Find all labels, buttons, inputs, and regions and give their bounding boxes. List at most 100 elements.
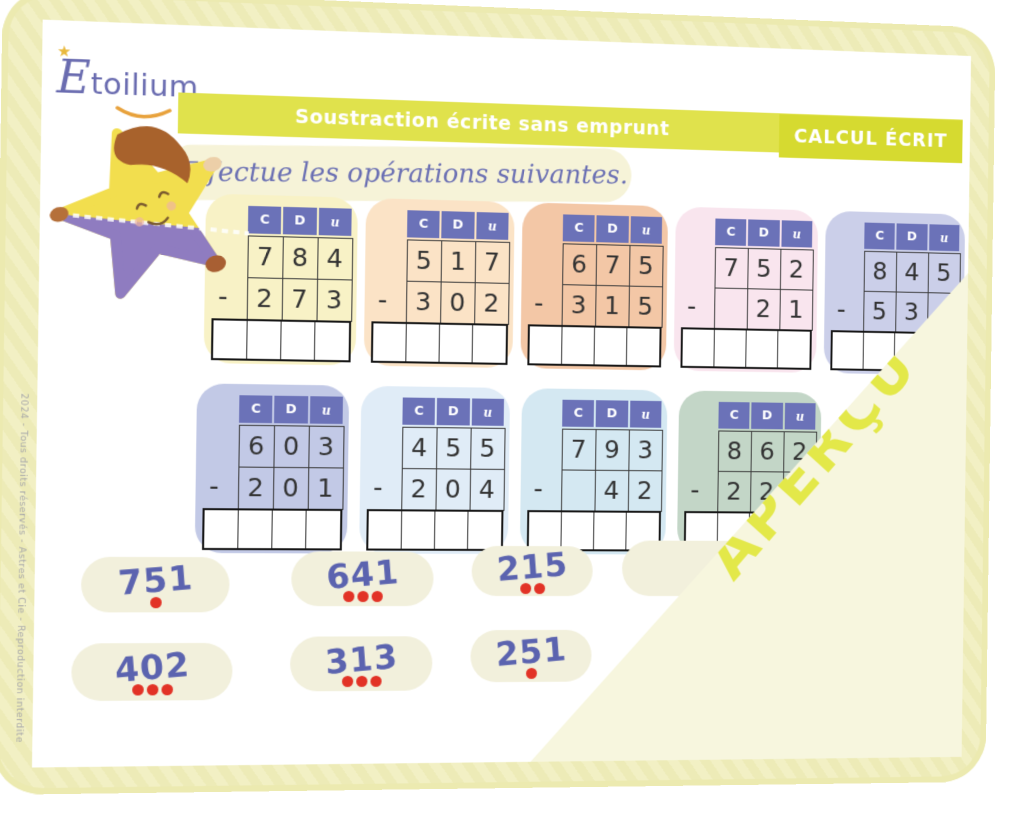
digit-cell: 3 [627, 428, 663, 471]
header-d: D [595, 400, 628, 428]
digit-cell: 6 [750, 430, 785, 472]
answer-cell [746, 330, 779, 368]
answer-cell [528, 512, 562, 550]
digit-cell: 6 [561, 242, 597, 286]
digit-cell: 0 [434, 467, 471, 511]
digit-cell: 2 [400, 467, 437, 511]
digit-cell: 1 [594, 284, 630, 327]
header-u: u [928, 224, 960, 252]
answer-row [366, 509, 504, 551]
digit-cell: 1 [778, 288, 813, 331]
column-headers: C D u [562, 214, 663, 244]
digit-cell: 2 [627, 469, 663, 512]
header-d: D [896, 223, 928, 251]
subtraction-card-2: C D u - 5 1 7 3 0 2 [363, 197, 515, 369]
digit-cell: 9 [594, 428, 630, 471]
subtraction-card-7: C D u - 4 5 5 2 0 4 [359, 385, 511, 555]
digit-cell: 5 [627, 285, 663, 328]
header-c: C [562, 399, 595, 428]
header-u: u [309, 396, 343, 424]
header-u: u [629, 400, 662, 428]
answer-pill: 313 [289, 636, 433, 692]
header-u: u [630, 216, 663, 244]
answer-cell [272, 510, 307, 549]
column-headers: C D u [407, 210, 509, 240]
answer-cell [626, 328, 660, 366]
digit-cell: 5 [469, 427, 506, 470]
worksheet-page: ★ Etoilium Soustraction écrite sans empr… [31, 19, 972, 768]
column-headers: C D u [718, 401, 816, 430]
worksheet-title: Soustraction écrite sans emprunt [294, 105, 670, 141]
digit-cell: 5 [862, 290, 897, 332]
digit-grid: 7 8 4 2 7 3 [246, 234, 353, 322]
answer-value: 641 [324, 551, 401, 598]
answer-pill: 251 [470, 629, 592, 683]
yellow-backing-card: ★ Etoilium Soustraction écrite sans empr… [0, 0, 996, 795]
problems-row-2: C D u - 6 0 3 2 0 1 [194, 383, 822, 555]
answer-value: 402 [113, 643, 192, 691]
digit-cell: 7 [474, 240, 510, 284]
answer-cell [314, 322, 350, 361]
answer-row [680, 327, 812, 370]
digit-cell: 7 [561, 428, 597, 471]
minus-sign: - [208, 471, 220, 503]
digit-grid: 6 0 3 2 0 1 [237, 424, 345, 510]
header-c: C [864, 222, 896, 250]
digit-cell: 5 [405, 238, 442, 282]
digit-grid: 5 1 7 3 0 2 [405, 238, 510, 325]
answer-row [202, 508, 343, 551]
minus-sign: - [836, 295, 846, 325]
header-c: C [247, 205, 282, 235]
answer-cell [832, 332, 865, 369]
answer-cell [406, 324, 441, 362]
digit-cell: 3 [561, 283, 597, 327]
answer-cell [281, 321, 316, 360]
answer-pill: 641 [290, 551, 434, 607]
answer-cell [562, 326, 596, 365]
answer-value: 751 [116, 557, 195, 604]
answer-cell [593, 512, 627, 550]
header-u: u [475, 212, 509, 240]
star-icon: ★ [56, 41, 72, 61]
digit-cell: 5 [927, 251, 961, 294]
digit-cell: 4 [895, 251, 929, 293]
digit-cell: 2 [237, 466, 274, 510]
header-c: C [562, 214, 595, 243]
minus-sign: - [686, 291, 697, 322]
digit-grid: 4 5 5 2 0 4 [400, 426, 506, 511]
answer-cell [594, 327, 628, 365]
minus-sign: - [533, 474, 544, 505]
minus-sign: - [372, 472, 383, 504]
digit-cell: 1 [307, 466, 344, 510]
digit-cell: 6 [237, 424, 275, 468]
digit-cell: 0 [272, 424, 310, 468]
digit-cell: 5 [746, 247, 781, 290]
header-d: D [283, 206, 317, 236]
digit-cell: 0 [272, 466, 309, 510]
answer-cell [439, 324, 474, 363]
digit-cell: 7 [714, 246, 749, 289]
digit-cell: 5 [435, 426, 472, 470]
subtraction-card-8: C D u - 7 9 3 4 2 [519, 388, 668, 555]
digit-cell: 4 [316, 236, 353, 280]
header-u: u [318, 207, 352, 236]
answer-cell [682, 329, 715, 367]
column-headers: C D u [402, 397, 504, 426]
header-u: u [471, 398, 504, 426]
header-c: C [402, 397, 436, 426]
digit-cell: 7 [246, 234, 284, 279]
answer-cell [777, 331, 810, 368]
header-d: D [441, 211, 475, 240]
digit-cell: 2 [473, 281, 510, 325]
digit-grid: 6 7 5 3 1 5 [561, 242, 664, 328]
digit-cell: 2 [779, 248, 814, 291]
digit-cell: 7 [281, 277, 318, 321]
digit-cell: 5 [628, 244, 664, 287]
answer-cell [368, 511, 403, 549]
digit-grid: 7 5 2 2 1 [713, 246, 814, 331]
header-c: C [718, 401, 750, 429]
answer-row [210, 318, 352, 363]
answer-cell [306, 510, 341, 549]
answer-value: 313 [323, 636, 400, 683]
